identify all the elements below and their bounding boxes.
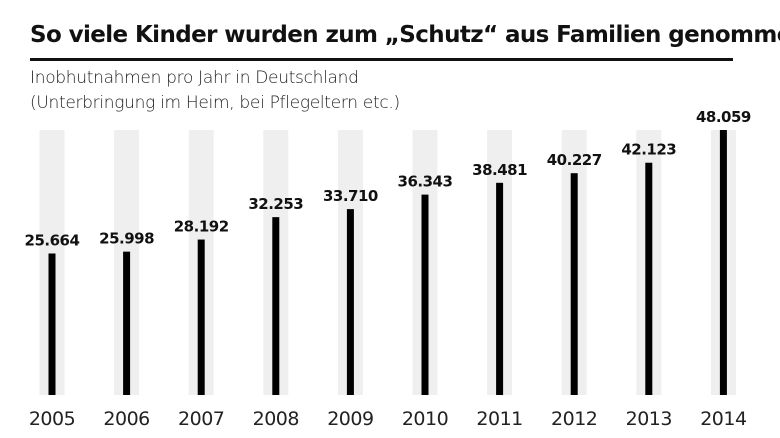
title-divider [30, 58, 733, 61]
bar [719, 130, 727, 395]
x-tick-label: 2010 [402, 408, 448, 430]
data-label: 42.123 [621, 141, 676, 159]
bar [421, 194, 429, 395]
x-tick-label: 2006 [103, 408, 149, 430]
bar [346, 209, 354, 395]
bar [570, 173, 578, 395]
chart-title: So viele Kinder wurden zum „Schutz“ aus … [30, 22, 780, 48]
x-tick-label: 2007 [178, 408, 224, 430]
x-tick-label: 2005 [29, 408, 75, 430]
bar [272, 217, 280, 395]
bar [123, 251, 131, 395]
data-label: 36.343 [398, 173, 453, 191]
chart-subtitle-line-1: Inobhutnahmen pro Jahr in Deutschland [30, 68, 359, 88]
data-label: 25.664 [25, 231, 80, 249]
data-label: 48.059 [696, 108, 751, 126]
data-label: 32.253 [248, 195, 303, 213]
chart-subtitle-line-2: (Unterbringung im Heim, bei Pflegeltern … [30, 93, 400, 113]
x-tick-label: 2011 [476, 408, 522, 430]
data-label: 28.192 [174, 218, 229, 236]
x-tick-label: 2008 [253, 408, 299, 430]
data-label: 40.227 [547, 151, 602, 169]
bar [197, 239, 205, 395]
bar [496, 182, 504, 395]
data-label: 33.710 [323, 187, 378, 205]
bar [48, 253, 56, 395]
x-tick-label: 2014 [700, 408, 747, 430]
x-tick-label: 2009 [327, 408, 373, 430]
bar [645, 162, 653, 395]
data-label: 25.998 [99, 230, 154, 248]
data-label: 38.481 [472, 161, 527, 179]
x-tick-label: 2012 [551, 408, 597, 430]
x-tick-label: 2013 [626, 408, 672, 430]
